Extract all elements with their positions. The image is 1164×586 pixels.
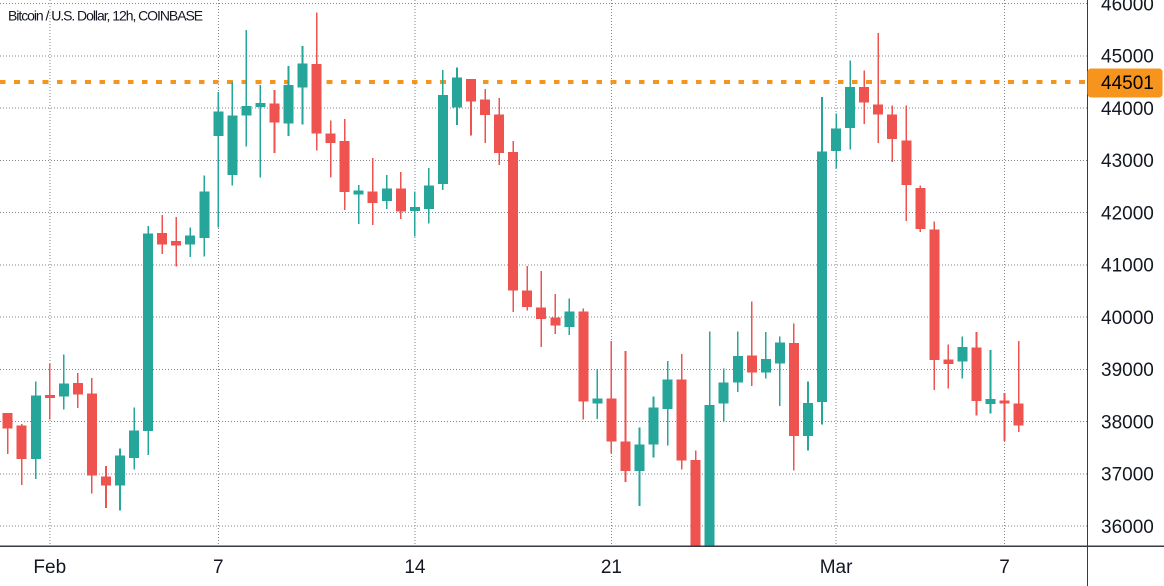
svg-text:21: 21 — [601, 557, 622, 578]
svg-text:46000: 46000 — [1101, 0, 1154, 15]
svg-text:7: 7 — [999, 557, 1010, 578]
svg-text:42000: 42000 — [1101, 203, 1154, 224]
svg-text:41000: 41000 — [1101, 256, 1154, 277]
svg-text:14: 14 — [404, 557, 426, 578]
svg-text:44000: 44000 — [1101, 99, 1154, 120]
svg-text:36000: 36000 — [1101, 517, 1154, 538]
svg-text:40000: 40000 — [1101, 308, 1154, 329]
svg-text:37000: 37000 — [1101, 465, 1154, 486]
svg-text:43000: 43000 — [1101, 151, 1154, 172]
svg-text:45000: 45000 — [1101, 47, 1154, 68]
svg-text:7: 7 — [213, 557, 224, 578]
svg-text:Feb: Feb — [33, 557, 66, 578]
svg-text:39000: 39000 — [1101, 360, 1154, 381]
svg-text:Bitcoin / U.S. Dollar, 12h, CO: Bitcoin / U.S. Dollar, 12h, COINBASE — [8, 8, 203, 24]
svg-text:44501: 44501 — [1101, 73, 1154, 94]
svg-text:Mar: Mar — [820, 557, 853, 578]
svg-text:38000: 38000 — [1101, 412, 1154, 433]
